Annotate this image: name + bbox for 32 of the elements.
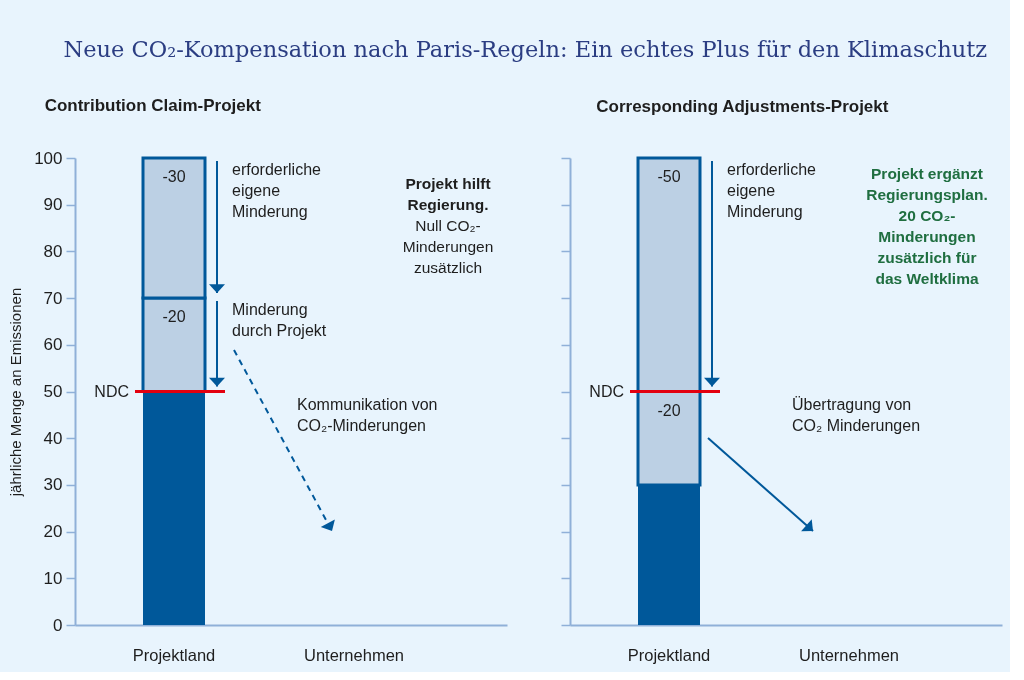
- y-tick-label: 50: [43, 382, 63, 401]
- series-label: erforderliche eigene Minderung: [232, 161, 322, 220]
- y-tick-label: 20: [43, 522, 63, 542]
- y-tick-label: 90: [43, 195, 63, 215]
- y-tick-label: 10: [43, 568, 63, 588]
- annotation: Projekt hilft Regierung. Null CO₂-Minderungen zusätzlich: [402, 175, 494, 277]
- annotation: Kommunikation von CO₂-Minderungen: [297, 396, 438, 434]
- series-label: Minderung durch Projekt: [232, 301, 327, 340]
- x-tick-label: Projektland: [132, 645, 216, 664]
- y-tick-label: 40: [43, 428, 63, 448]
- annotation: -20: [162, 308, 186, 326]
- annotation: Übertragung von CO₂ Minderungen: [792, 396, 921, 434]
- y-axis-title: jährliche Menge an Emissionen: [7, 287, 25, 498]
- y-tick-label: 30: [43, 475, 63, 495]
- annotation: Projekt ergänzt Regierungsplan. 20 CO₂-Minderungen zusätzlich für das Weltklima: [866, 164, 988, 287]
- annotation: -30: [162, 168, 186, 185]
- ref-line-label: NDC: [94, 382, 129, 400]
- series-label: erforderliche eigene Minderung: [727, 161, 817, 220]
- y-tick-label: 0: [53, 615, 63, 635]
- annotation: -20: [657, 401, 681, 419]
- annotation: -50: [657, 168, 681, 185]
- x-tick-label: Projektland: [627, 645, 711, 664]
- ref-line-label: NDC: [589, 382, 624, 400]
- chart-title: Neue CO₂-Kompensation nach Paris-Regeln: Ein echtes Plus für den Klimaschutz: [63, 35, 988, 62]
- chart-subtitle: Contribution Claim-Projekt: [44, 96, 262, 115]
- x-tick-label: Unternehmen: [799, 645, 899, 664]
- y-tick-label: 80: [43, 241, 63, 261]
- chart-subtitle: Corresponding Adjustments-Projekt: [596, 96, 889, 116]
- y-tick-label: 60: [43, 335, 63, 355]
- y-tick-label: 70: [43, 288, 63, 308]
- y-tick-label: 100: [34, 148, 63, 168]
- x-tick-label: Unternehmen: [304, 645, 404, 664]
